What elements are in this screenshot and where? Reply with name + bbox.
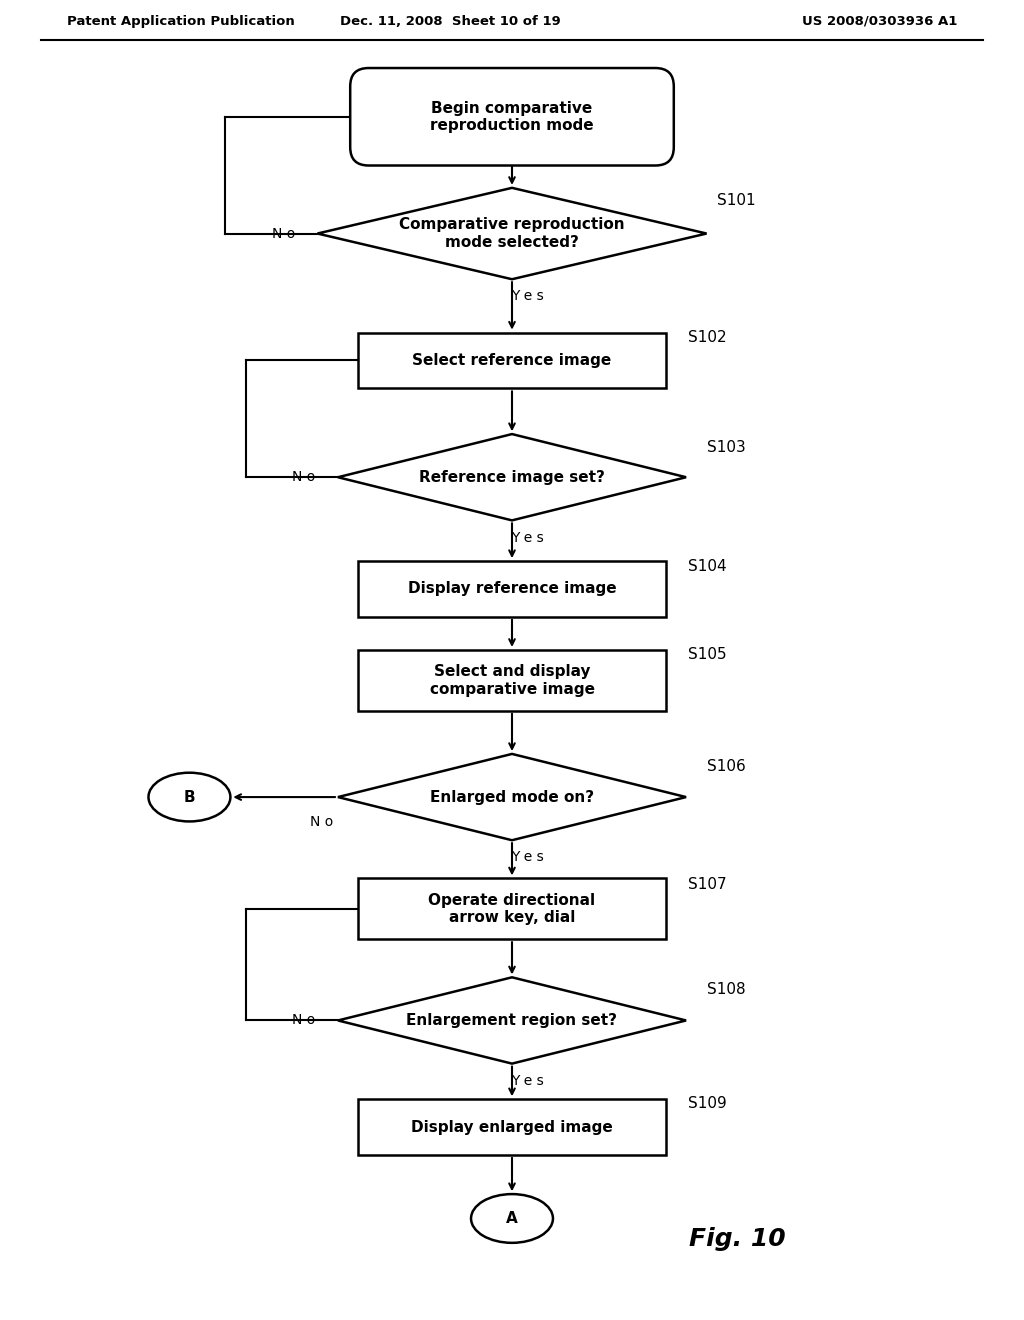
FancyBboxPatch shape [350, 69, 674, 165]
Text: Display enlarged image: Display enlarged image [411, 1119, 613, 1135]
Polygon shape [338, 977, 686, 1064]
Text: Dec. 11, 2008  Sheet 10 of 19: Dec. 11, 2008 Sheet 10 of 19 [340, 15, 561, 28]
Bar [358, 649, 666, 710]
Bar [358, 1100, 666, 1155]
Text: Begin comparative
reproduction mode: Begin comparative reproduction mode [430, 100, 594, 133]
Text: S107: S107 [688, 876, 727, 891]
Text: Comparative reproduction
mode selected?: Comparative reproduction mode selected? [399, 218, 625, 249]
Text: Select and display
comparative image: Select and display comparative image [429, 664, 595, 697]
Ellipse shape [471, 1195, 553, 1243]
Bar [358, 561, 666, 616]
Text: S105: S105 [688, 647, 727, 663]
Text: Display reference image: Display reference image [408, 581, 616, 597]
Text: S108: S108 [707, 982, 745, 997]
Text: S102: S102 [688, 330, 727, 346]
Bar [358, 878, 666, 940]
Text: B: B [183, 789, 196, 805]
Text: Enlarged mode on?: Enlarged mode on? [430, 789, 594, 805]
Text: Patent Application Publication: Patent Application Publication [67, 15, 294, 28]
Text: Operate directional
arrow key, dial: Operate directional arrow key, dial [428, 892, 596, 925]
Text: Y e s: Y e s [511, 1073, 544, 1088]
Text: S104: S104 [688, 558, 727, 574]
Text: Y e s: Y e s [511, 531, 544, 545]
Text: Reference image set?: Reference image set? [419, 470, 605, 484]
Text: A: A [506, 1210, 518, 1226]
Polygon shape [338, 754, 686, 841]
Text: N o: N o [271, 227, 295, 240]
Text: N o: N o [292, 470, 315, 484]
Polygon shape [317, 187, 707, 280]
Bar [358, 333, 666, 388]
Text: Select reference image: Select reference image [413, 352, 611, 368]
Text: S103: S103 [707, 440, 745, 455]
Ellipse shape [148, 772, 230, 821]
Polygon shape [338, 434, 686, 520]
Text: US 2008/0303936 A1: US 2008/0303936 A1 [802, 15, 957, 28]
Text: N o: N o [309, 816, 333, 829]
Text: Y e s: Y e s [511, 850, 544, 865]
Text: Fig. 10: Fig. 10 [689, 1226, 785, 1251]
Text: Enlargement region set?: Enlargement region set? [407, 1012, 617, 1028]
Text: N o: N o [292, 1014, 315, 1027]
Text: Y e s: Y e s [511, 289, 544, 304]
Text: S101: S101 [717, 193, 756, 209]
Text: S106: S106 [707, 759, 745, 774]
Text: S109: S109 [688, 1096, 727, 1111]
